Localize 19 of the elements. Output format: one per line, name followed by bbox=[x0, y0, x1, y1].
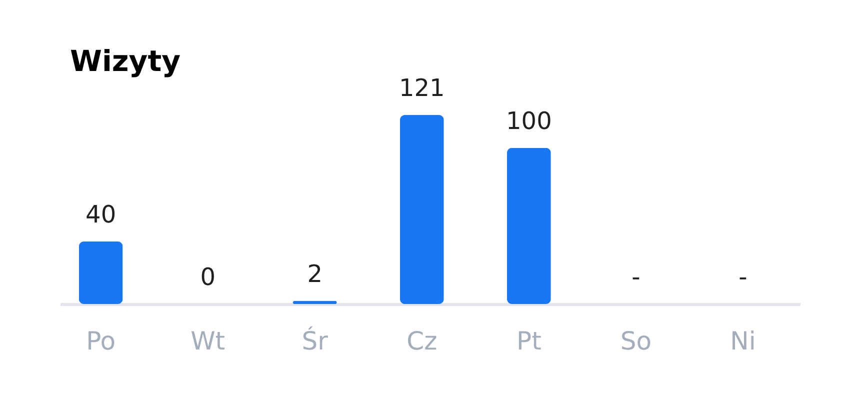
data-label: 121 bbox=[399, 74, 445, 102]
data-label: 0 bbox=[200, 263, 216, 291]
bar bbox=[400, 115, 444, 304]
data-label: 2 bbox=[307, 260, 323, 288]
text: - bbox=[632, 263, 640, 291]
x-tick-label: Śr bbox=[302, 326, 329, 356]
data-label: 40 bbox=[86, 200, 116, 229]
x-tick-label: Pt bbox=[516, 326, 542, 356]
bar bbox=[506, 148, 551, 304]
x-tick-label: Cz bbox=[406, 326, 438, 356]
bar bbox=[78, 242, 123, 304]
text: - bbox=[738, 263, 748, 291]
x-tick-label: So bbox=[620, 326, 652, 356]
x-tick-label: Po bbox=[86, 326, 116, 356]
chart-title: Wizyty bbox=[70, 44, 181, 78]
data-label: 100 bbox=[506, 106, 552, 135]
x-tick-label: Wt bbox=[190, 326, 226, 356]
bar bbox=[292, 300, 337, 304]
x-tick-label: Ni bbox=[730, 326, 756, 356]
